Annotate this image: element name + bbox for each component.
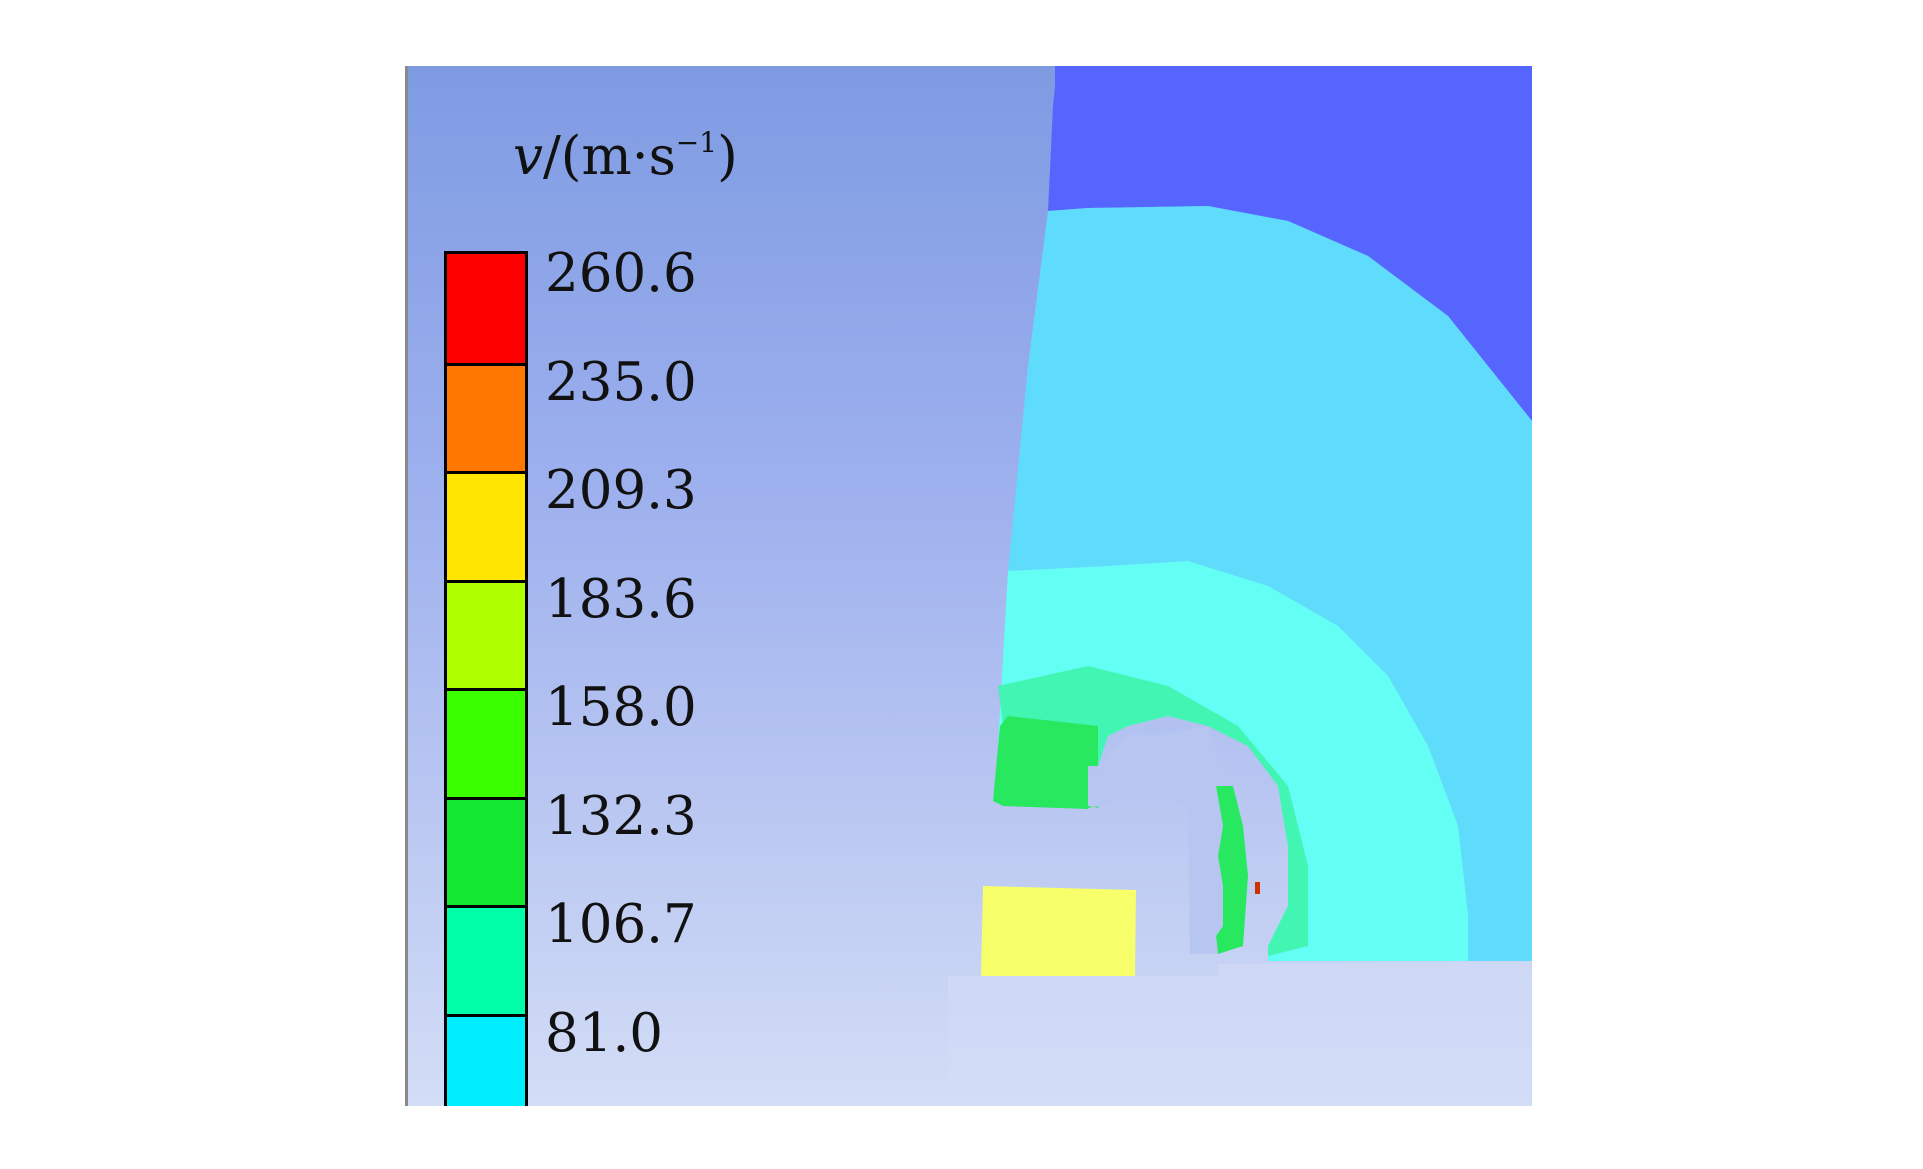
region-inner-band (998, 561, 1468, 961)
region-outer-band (1008, 206, 1532, 961)
legend-title-close: ) (717, 126, 738, 187)
colorbar-swatch-7 (447, 908, 525, 1014)
region-green-left (993, 716, 1100, 809)
colorbar (444, 251, 528, 1106)
region-yellow (981, 886, 1136, 976)
legend-title-variable: v (513, 126, 543, 187)
simulation-view: v/(m·s−1) 260.6 235.0 209.3 183.6 158.0 132.3… (405, 66, 1532, 1106)
colorbar-swatch-6 (447, 799, 525, 905)
colorbar-swatch-8 (447, 1016, 525, 1106)
colorbar-tick-label: 81.0 (545, 1002, 664, 1064)
colorbar-tick-label: 132.3 (545, 785, 697, 847)
colorbar-tick-label: 106.7 (545, 894, 697, 955)
region-ground (948, 961, 1532, 1106)
velocity-contour-field (948, 66, 1532, 1106)
colorbar-tick-label: 183.6 (545, 568, 697, 630)
colorbar-tick-label: 235.0 (545, 351, 697, 413)
colorbar-tick-label: 209.3 (545, 460, 697, 521)
region-green-right (1216, 786, 1248, 954)
colorbar-swatch-1 (447, 254, 525, 363)
colorbar-swatch-2 (447, 365, 525, 471)
colorbar-tick-label: 158.0 (545, 677, 697, 738)
colorbar-swatch-3 (447, 474, 525, 580)
colorbar-swatch-5 (447, 691, 525, 797)
legend-title: v/(m·s−1) (513, 126, 738, 187)
region-hotspot (1255, 882, 1260, 894)
colorbar-tick-label: 260.6 (545, 243, 697, 304)
region-top (1048, 66, 1532, 421)
legend-title-unit: /(m·s (542, 126, 676, 187)
region-notch (1098, 726, 1228, 954)
colorbar-swatch-4 (447, 582, 525, 688)
legend-title-exponent: −1 (675, 126, 718, 159)
